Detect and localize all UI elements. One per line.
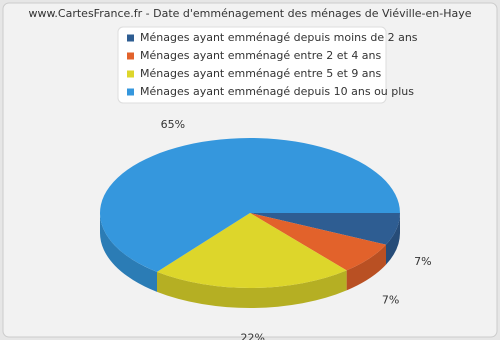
pie-slice	[250, 213, 387, 271]
pie-slice	[250, 213, 400, 245]
pie-slice	[100, 138, 400, 272]
value-label: 65%	[161, 118, 185, 131]
pie-slice-side	[156, 270, 347, 308]
legend-swatch	[127, 52, 134, 60]
pie-slice	[156, 213, 347, 288]
legend-swatch	[127, 70, 134, 78]
pie-slice-side	[100, 213, 157, 292]
legend-label: Ménages ayant emménagé depuis moins de 2…	[140, 31, 418, 44]
legend-swatch	[127, 34, 134, 42]
value-label: 7%	[414, 255, 431, 268]
legend-label: Ménages ayant emménagé entre 2 et 4 ans	[140, 49, 382, 62]
pie-slice-side	[386, 213, 400, 265]
legend-label: Ménages ayant emménagé depuis 10 ans ou …	[140, 85, 414, 98]
value-label: 7%	[382, 293, 399, 306]
value-label: 22%	[241, 331, 265, 340]
legend-box	[117, 26, 387, 104]
legend-label: Ménages ayant emménagé entre 5 et 9 ans	[140, 67, 382, 80]
legend-swatch	[127, 88, 134, 96]
chart-title: www.CartesFrance.fr - Date d'emménagemen…	[28, 7, 471, 20]
pie-slice-side	[346, 244, 387, 291]
